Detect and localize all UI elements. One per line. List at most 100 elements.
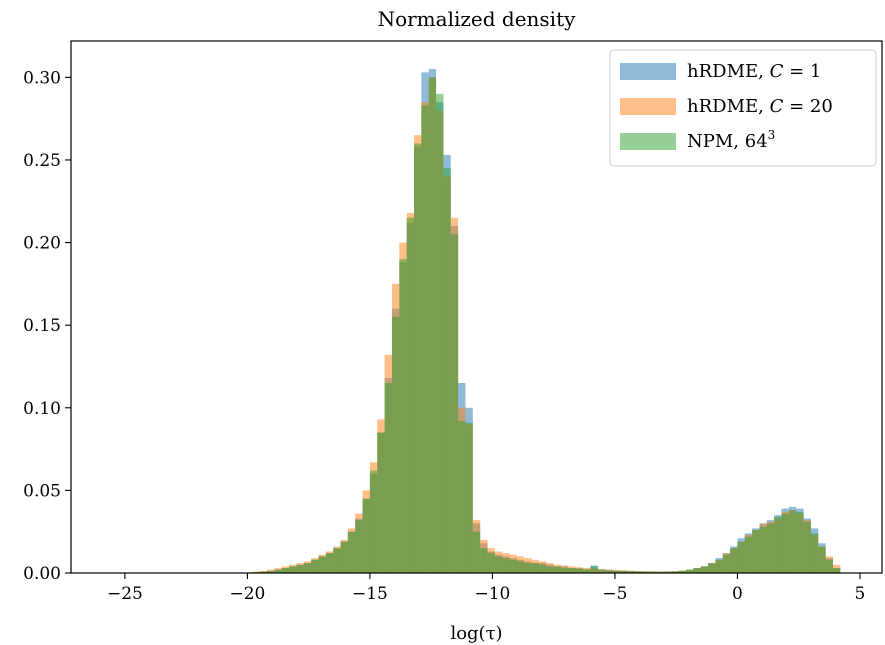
bar	[494, 556, 503, 573]
bar	[259, 571, 268, 573]
bar	[649, 571, 657, 573]
legend-label: NPM, 643	[687, 128, 775, 152]
bar	[340, 541, 348, 573]
bar	[774, 516, 782, 573]
y-tick-label: 0.30	[23, 68, 61, 88]
bar	[384, 383, 392, 573]
bar	[737, 541, 745, 573]
legend-swatch	[620, 98, 676, 115]
bar	[730, 548, 738, 573]
bar	[303, 563, 312, 573]
bar	[605, 570, 613, 573]
y-tick-label: 0.05	[23, 481, 61, 501]
x-axis: −25 −20 −15 −10 −5 0 5	[107, 573, 865, 604]
x-tick-label: −5	[602, 584, 627, 604]
bar	[325, 553, 334, 573]
bar	[355, 520, 363, 573]
y-tick-label: 0.10	[23, 399, 61, 419]
bar	[369, 470, 378, 573]
bar	[825, 559, 833, 573]
bar	[480, 548, 488, 573]
y-tick-label: 0.25	[23, 151, 61, 171]
bar	[561, 568, 569, 573]
bar	[524, 563, 532, 573]
bar	[333, 548, 341, 573]
bar	[796, 511, 804, 573]
bar	[538, 564, 547, 573]
x-tick-label: −10	[474, 584, 510, 604]
bar	[833, 568, 841, 573]
bar	[289, 566, 297, 573]
bar	[818, 546, 826, 573]
bar	[281, 568, 290, 573]
bar	[634, 571, 642, 573]
bar	[612, 570, 620, 573]
bar	[641, 571, 650, 573]
histogram-bars	[252, 69, 841, 574]
bar	[502, 558, 510, 573]
x-axis-label: log(τ)	[450, 623, 502, 644]
bar	[347, 531, 356, 573]
bar	[693, 568, 701, 573]
x-tick-label: −15	[352, 584, 388, 604]
y-axis: 0.00 0.05 0.10 0.15 0.20 0.25 0.30	[23, 68, 71, 584]
bar	[715, 559, 723, 573]
y-tick-label: 0.00	[23, 564, 61, 584]
bar	[487, 553, 495, 573]
x-tick-label: 5	[855, 584, 866, 604]
bar	[663, 571, 672, 573]
bar	[803, 521, 811, 573]
bar	[766, 523, 775, 573]
bar	[428, 77, 437, 573]
bar	[318, 556, 326, 573]
bar	[509, 559, 517, 573]
bar	[406, 217, 415, 573]
bar	[810, 533, 819, 573]
series-3-bars	[252, 77, 841, 574]
bar	[421, 105, 429, 574]
bar	[267, 571, 275, 573]
bar	[274, 569, 282, 573]
x-tick-label: −25	[107, 584, 143, 604]
bar	[781, 513, 789, 573]
chart-title: Normalized density	[378, 7, 577, 31]
bar	[568, 568, 576, 573]
bar	[678, 570, 686, 573]
bar	[619, 571, 628, 573]
bar	[627, 571, 635, 573]
legend-label: hRDME, C = 20	[687, 96, 833, 117]
bar	[311, 559, 319, 573]
x-tick-label: 0	[732, 584, 743, 604]
bar	[744, 536, 753, 573]
plot-frame	[70, 40, 883, 574]
bar	[436, 93, 444, 574]
bar	[296, 564, 304, 573]
bar	[708, 563, 716, 573]
legend-box	[609, 49, 877, 167]
legend-label: hRDME, C = 1	[687, 61, 821, 82]
bar	[553, 566, 562, 573]
legend-swatch	[620, 133, 676, 150]
bar	[531, 563, 539, 573]
bar	[472, 531, 481, 573]
legend: hRDME, C = 1 hRDME, C = 20 NPM, 643	[609, 49, 877, 167]
bar	[399, 259, 407, 573]
y-tick-label: 0.15	[23, 316, 61, 336]
bar	[443, 168, 451, 573]
bar	[656, 571, 664, 573]
bar	[575, 568, 584, 573]
bar	[752, 530, 760, 573]
bar	[391, 316, 400, 573]
bar	[590, 566, 598, 573]
bar	[759, 526, 767, 573]
bar	[722, 554, 731, 573]
bar	[700, 566, 709, 573]
x-tick-label: −20	[229, 584, 265, 604]
bar	[597, 569, 606, 573]
bar	[414, 143, 422, 573]
bar	[458, 421, 466, 573]
bar	[516, 561, 525, 573]
bar	[377, 432, 385, 573]
bar	[671, 571, 679, 573]
